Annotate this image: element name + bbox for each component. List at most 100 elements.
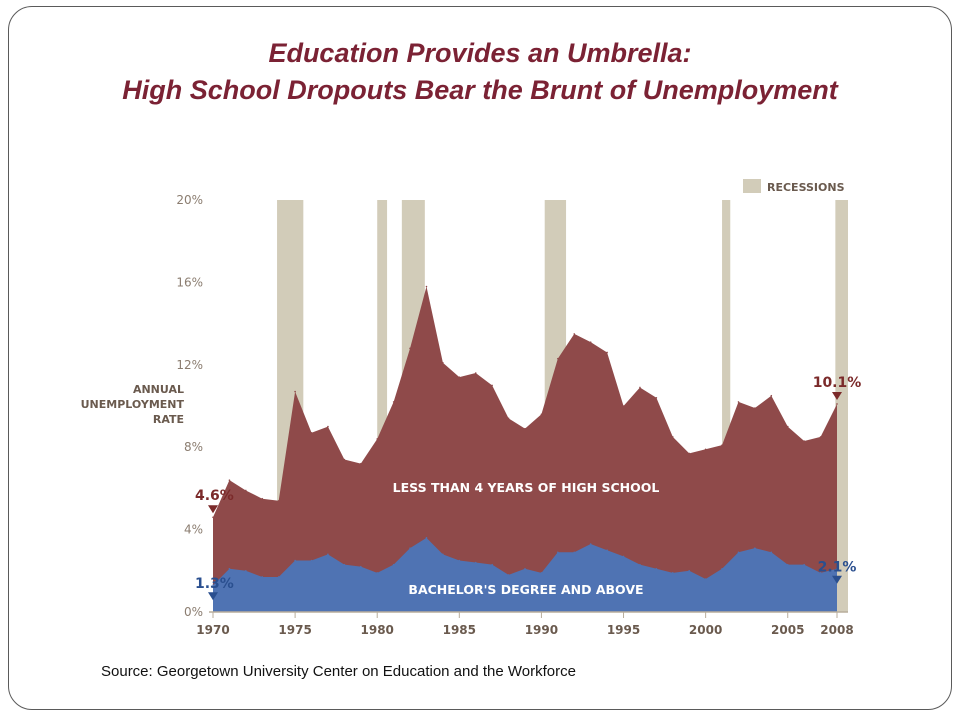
point-s0-2007 <box>819 436 822 438</box>
point-s0-1994 <box>606 351 608 354</box>
y-axis-title: ANNUAL UNEMPLOYMENT RATE <box>81 383 185 426</box>
point-s1-1979 <box>359 565 362 568</box>
point-s0-2005 <box>786 425 789 428</box>
y-tick-label: 4% <box>184 523 203 537</box>
axes: 0% 4% 8% 12% 16% 20% 1970 1975 1980 1985 1990 1995 2… <box>176 193 853 637</box>
point-s0-1972 <box>245 489 247 492</box>
point-s1-1997 <box>655 567 658 570</box>
y-axis-title-line-2: UNEMPLOYMENT <box>81 398 185 411</box>
title-line-1: Education Provides an Umbrella: <box>268 38 692 68</box>
point-s1-2006 <box>803 563 805 566</box>
annotation-label-2: 10.1% <box>813 375 862 391</box>
point-s1-1982 <box>409 547 411 549</box>
point-s1-1983 <box>425 537 428 539</box>
point-s0-1985 <box>458 376 461 378</box>
point-s0-1975 <box>294 390 296 393</box>
point-s0-1984 <box>442 361 444 364</box>
x-tick-label: 2008 <box>820 623 853 637</box>
point-s1-1992 <box>573 551 576 554</box>
annotation-label-0: 4.6% <box>195 488 234 504</box>
slide-title: Education Provides an Umbrella: High Sch… <box>0 35 960 109</box>
annotation-marker-0 <box>208 505 218 514</box>
x-tick-label: 1995 <box>607 623 640 637</box>
point-s1-2001 <box>721 567 723 570</box>
point-s1-1973 <box>261 576 264 578</box>
point-s0-1999 <box>688 452 691 455</box>
point-s0-1983 <box>425 285 428 288</box>
area-series-0 <box>213 286 837 612</box>
point-s1-1980 <box>376 572 379 574</box>
point-s0-1987 <box>491 384 493 387</box>
annotation-marker-3 <box>832 575 842 584</box>
y-tick-label: 8% <box>184 440 203 454</box>
point-s1-1994 <box>606 549 608 551</box>
point-s0-1971 <box>228 479 231 481</box>
point-s0-2002 <box>737 401 740 403</box>
point-s1-1993 <box>589 543 592 545</box>
recession-band-5 <box>835 200 848 612</box>
point-s1-2002 <box>737 551 740 554</box>
point-s0-1973 <box>261 497 264 500</box>
point-s0-1980 <box>376 438 379 440</box>
point-s1-2008 <box>836 567 838 570</box>
point-s1-2005 <box>786 563 789 566</box>
point-s1-1975 <box>294 559 296 562</box>
point-s1-1970 <box>212 584 214 587</box>
point-s0-1986 <box>474 372 477 374</box>
x-tick-label: 1985 <box>443 623 476 637</box>
point-s1-1988 <box>507 574 510 576</box>
point-s1-1998 <box>671 572 674 574</box>
y-tick-label: 0% <box>184 605 203 619</box>
point-s1-1999 <box>688 570 691 572</box>
recession-band-1 <box>377 200 388 612</box>
y-axis-title-line-3: RATE <box>153 413 184 426</box>
annotation-marker-1 <box>208 592 218 601</box>
point-s1-2004 <box>770 551 773 554</box>
legend-swatch-recessions <box>743 179 761 193</box>
point-s1-1987 <box>491 563 493 566</box>
point-s0-2001 <box>721 444 723 446</box>
point-s0-1991 <box>557 357 559 360</box>
point-s0-1996 <box>639 386 641 389</box>
point-s1-1976 <box>310 559 313 562</box>
annotation-label-1: 1.3% <box>195 576 234 592</box>
point-s1-2000 <box>704 578 707 580</box>
annotations: 4.6% 1.3% 10.1% 2.1% <box>195 375 862 601</box>
point-s0-1970 <box>212 516 214 519</box>
y-tick-label: 12% <box>176 358 203 372</box>
annotation-marker-2 <box>832 391 842 400</box>
point-s0-1981 <box>392 401 395 403</box>
x-tick-label: 2000 <box>689 623 722 637</box>
point-s0-2006 <box>803 440 805 442</box>
point-s1-1981 <box>392 563 395 566</box>
y-tick-label: 16% <box>176 275 203 289</box>
point-s1-1974 <box>277 576 280 578</box>
recession-band-4 <box>722 200 731 612</box>
point-s1-1984 <box>442 553 444 556</box>
point-s0-1990 <box>540 413 543 416</box>
point-s1-1991 <box>557 551 559 554</box>
point-s0-1992 <box>573 333 576 335</box>
legend-label-recessions: RECESSIONS <box>767 181 845 194</box>
x-tick-label: 2005 <box>771 623 804 637</box>
point-s0-1997 <box>655 396 658 399</box>
area-series-1 <box>213 537 837 612</box>
point-s1-1995 <box>622 555 625 558</box>
point-s1-1986 <box>474 561 477 564</box>
legend: RECESSIONS <box>743 179 845 194</box>
point-s1-2003 <box>754 547 756 549</box>
point-s1-2007 <box>819 572 822 574</box>
point-s1-1989 <box>524 567 526 570</box>
point-s0-2004 <box>770 394 773 397</box>
area-labels: LESS THAN 4 YEARS OF HIGH SCHOOL BACHELO… <box>393 480 660 597</box>
point-s1-1985 <box>458 559 461 562</box>
area-label-high-school: LESS THAN 4 YEARS OF HIGH SCHOOL <box>393 480 660 495</box>
point-s0-1979 <box>359 462 362 465</box>
point-s0-1978 <box>343 458 346 461</box>
point-s0-1982 <box>409 347 411 350</box>
point-s1-1972 <box>245 570 247 572</box>
x-tick-label: 1970 <box>196 623 229 637</box>
point-s0-2003 <box>754 407 756 409</box>
x-tick-label: 1990 <box>525 623 558 637</box>
